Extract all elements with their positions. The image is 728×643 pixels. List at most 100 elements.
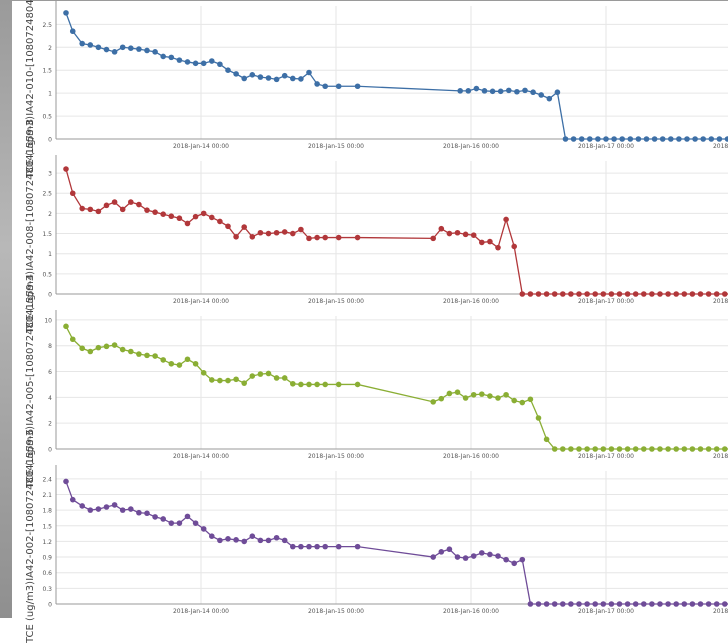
data-point <box>241 75 247 82</box>
data-point <box>697 601 704 607</box>
data-point <box>689 601 696 607</box>
data-point <box>136 201 142 208</box>
data-point <box>560 446 566 452</box>
data-point <box>298 543 304 550</box>
data-point <box>713 601 720 607</box>
data-point <box>322 234 329 241</box>
data-point <box>160 516 166 522</box>
data-point <box>168 54 175 61</box>
y-tick-label: 1.5 <box>42 523 52 530</box>
data-point <box>495 553 501 559</box>
data-point <box>684 136 690 142</box>
data-point <box>87 348 94 355</box>
data-point <box>354 543 361 550</box>
data-point <box>438 225 445 232</box>
data-point <box>79 40 85 47</box>
data-point <box>584 446 590 452</box>
data-point <box>470 232 477 238</box>
data-point <box>233 376 239 383</box>
window-left-edge <box>0 0 12 618</box>
data-point <box>265 75 272 81</box>
data-point <box>314 81 320 87</box>
data-point <box>560 291 566 297</box>
data-point <box>665 601 671 607</box>
data-point <box>95 208 102 215</box>
data-point <box>290 230 296 237</box>
data-point <box>454 554 461 560</box>
data-point <box>600 446 607 452</box>
data-point <box>152 209 158 215</box>
data-point <box>111 49 118 55</box>
data-point <box>322 381 329 388</box>
data-point <box>290 543 296 550</box>
data-point <box>265 370 272 377</box>
series-line <box>65 326 728 450</box>
data-point <box>281 375 288 381</box>
data-point <box>87 507 94 513</box>
data-point <box>192 60 199 67</box>
y-tick-label: 0.9 <box>42 555 52 562</box>
data-point <box>241 538 247 545</box>
data-point <box>535 415 542 421</box>
data-point <box>200 210 207 217</box>
data-point <box>128 348 134 355</box>
y-tick-label: 8 <box>48 343 52 350</box>
data-point <box>527 601 534 607</box>
data-point <box>430 235 437 242</box>
data-point <box>519 399 526 406</box>
data-point <box>535 291 542 297</box>
data-point <box>538 92 544 98</box>
data-point <box>446 230 453 237</box>
data-point <box>530 89 536 96</box>
y-tick-label: 2 <box>48 211 52 218</box>
data-point <box>668 136 674 142</box>
data-point <box>144 352 150 359</box>
data-point <box>446 546 453 553</box>
data-point <box>600 291 607 297</box>
x-tick-label: 2018-Jan-16 00:00 <box>443 608 499 615</box>
data-point <box>209 58 215 64</box>
data-point <box>281 229 288 235</box>
data-point <box>103 343 110 350</box>
data-point <box>354 234 361 241</box>
data-point <box>535 601 542 607</box>
data-point <box>241 224 247 230</box>
data-point <box>184 513 191 520</box>
y-tick-label: 0.6 <box>42 570 52 577</box>
data-point <box>152 49 158 55</box>
y-tick-label: 0 <box>48 292 52 299</box>
data-point <box>576 601 582 607</box>
data-point <box>705 291 712 297</box>
data-point <box>722 601 728 607</box>
data-point <box>438 549 445 555</box>
data-point <box>128 506 134 512</box>
data-point <box>608 601 615 607</box>
data-point <box>273 375 280 381</box>
data-point <box>184 59 191 65</box>
data-point <box>273 229 280 236</box>
data-point <box>430 399 437 405</box>
x-tick-label: 2018-Jan-17 00:00 <box>578 608 634 615</box>
data-point <box>470 553 477 559</box>
data-point <box>657 446 663 452</box>
data-point <box>592 601 598 607</box>
data-point <box>119 346 126 353</box>
y-tick-label: 3 <box>48 171 52 178</box>
data-point <box>697 291 704 297</box>
data-point <box>457 88 464 94</box>
data-point <box>673 446 679 452</box>
data-point <box>487 551 493 558</box>
data-point <box>335 83 342 90</box>
data-point <box>306 235 312 242</box>
y-tick-label: 0.5 <box>42 114 52 121</box>
data-point <box>481 88 488 94</box>
data-point <box>511 397 517 404</box>
data-point <box>462 395 469 401</box>
data-point <box>298 226 304 233</box>
data-point <box>200 526 207 532</box>
y-tick-label: 1 <box>48 251 52 258</box>
data-point <box>111 502 118 508</box>
data-point <box>624 601 631 607</box>
data-point <box>79 503 85 509</box>
data-point <box>144 47 150 54</box>
